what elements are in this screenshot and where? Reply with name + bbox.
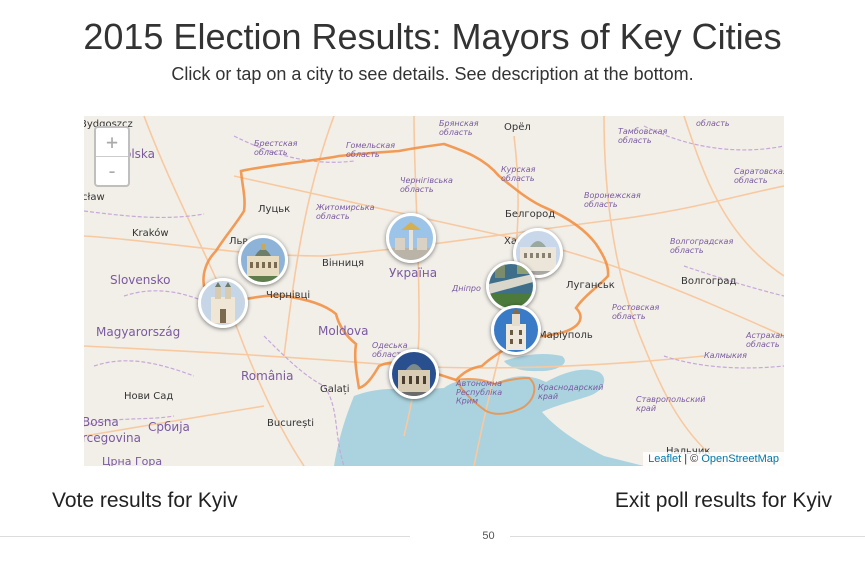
zoom-out-button[interactable]: - [96, 156, 128, 185]
city-marker-kharkiv[interactable] [513, 228, 563, 278]
map-label-odesa: Одеська область [372, 341, 408, 359]
zoom-control: + - [94, 126, 130, 187]
map-container[interactable]: Bydgoszcz olska Брестская область Гомельс… [84, 116, 784, 466]
odesa-photo-icon [392, 352, 436, 396]
ivano-frankivsk-photo-icon [201, 281, 245, 325]
map-label-zhytomyr: Житомирська область [315, 203, 375, 221]
map-label-dnipro: Дніпрo [451, 284, 481, 293]
page-number: 50 [482, 530, 495, 542]
map-label-lodz: cław [84, 192, 105, 203]
map-label-krakow: Kraków [132, 227, 169, 239]
mariupol-photo-icon [494, 308, 538, 352]
footer-divider-left [0, 536, 410, 537]
map-label-volgograd: Волгоград [681, 276, 736, 287]
map-label-volgograd-obl: Волгоградская область [670, 237, 733, 255]
map-label-vinnytsia: Вінниця [322, 257, 364, 269]
lviv-photo-icon [241, 238, 285, 282]
map-label-magyarorszag: Magyarország [96, 325, 180, 339]
map-label-krasnodar: Краснодарский край [538, 383, 603, 401]
map-label-romania: România [241, 369, 293, 383]
exit-poll-results-link[interactable]: Exit poll results for Kyiv [614, 489, 832, 512]
map-label-moldova: Moldova [318, 324, 368, 338]
map-label-chernivtsi: Чернівці [266, 289, 310, 301]
map-label-bydgoszcz: Bydgoszcz [84, 119, 133, 130]
map-attribution: Leaflet | © OpenStreetMap [643, 452, 784, 466]
map-label-slovensko: Slovensko [110, 273, 171, 287]
map-label-mariupol: Маріуполь [538, 329, 593, 341]
map-label-rostov: Ростовская область [612, 303, 660, 321]
map-label-brest: Брестская область [254, 139, 298, 157]
map-label-orel: Орёл [504, 122, 531, 133]
map-label-belgorod: Белгород [505, 209, 555, 220]
map-label-nalchik: Нальчик [666, 446, 710, 457]
map-label-novi-sad: Нови Сад [124, 391, 173, 402]
city-marker-mariupol[interactable] [491, 305, 541, 355]
map-label-ukraina: Україна [389, 266, 437, 280]
map-label-oblast-top: область [696, 119, 730, 128]
map-label-crna-gora: Црна Гора [102, 455, 162, 466]
map-label-hercegovina: rcegovina [84, 431, 141, 445]
city-marker-ivano-frankivsk[interactable] [198, 278, 248, 328]
vote-results-link[interactable]: Vote results for Kyiv [52, 489, 238, 512]
map-label-saratov: Саратовская область [734, 167, 784, 185]
map-label-kalmykia: Калмыкия [704, 351, 747, 360]
kyiv-photo-icon [389, 216, 433, 260]
openstreetmap-link[interactable]: OpenStreetMap [701, 453, 779, 465]
map-label-lutsk: Луцьк [258, 204, 290, 215]
map-label-kursk: Курская область [501, 165, 536, 183]
footer-divider-right [510, 536, 865, 537]
map-label-astrakhan: Астрахан область [745, 331, 784, 349]
zoom-in-button[interactable]: + [105, 130, 119, 154]
map-label-kharkiv: Хар [504, 236, 523, 247]
map-label-bosna: Bosna [84, 415, 119, 429]
map-label-bucuresti: București [267, 418, 314, 429]
map-label-voronezh: Воронежская область [584, 191, 641, 209]
map-label-polska: olska [124, 147, 155, 161]
page-title: 2015 Election Results: Mayors of Key Cit… [83, 16, 782, 57]
map-label-srbija: Србија [148, 420, 190, 434]
attribution-separator: | © [681, 453, 702, 465]
map-label-lviv: Льв [229, 236, 248, 247]
map-tiles[interactable]: Bydgoszcz olska Брестская область Гомельс… [84, 116, 784, 466]
leaflet-link[interactable]: Leaflet [648, 453, 682, 465]
city-marker-kyiv[interactable] [386, 213, 436, 263]
city-marker-lviv[interactable] [238, 235, 288, 285]
map-label-galati: Galați [320, 384, 349, 395]
map-label-crimea: Автономна Республіка Крим [455, 379, 502, 406]
map-label-tambov: Тамбовская область [618, 127, 668, 145]
dnipropetrovsk-photo-icon [489, 264, 533, 308]
city-marker-odesa[interactable] [389, 349, 439, 399]
city-marker-dnipropetrovsk[interactable] [486, 261, 536, 311]
map-label-chernihiv: Чернігівська область [400, 176, 453, 194]
map-label-luhansk: Луганськ [566, 280, 615, 291]
page-subtitle: Click or tap on a city to see details. S… [171, 64, 694, 84]
map-label-gomel: Гомельская область [346, 141, 395, 159]
map-label-stavropol: Ставропольский край [636, 395, 705, 413]
map-label-bryansk: Брянская область [439, 119, 479, 137]
kharkiv-photo-icon [516, 231, 560, 275]
